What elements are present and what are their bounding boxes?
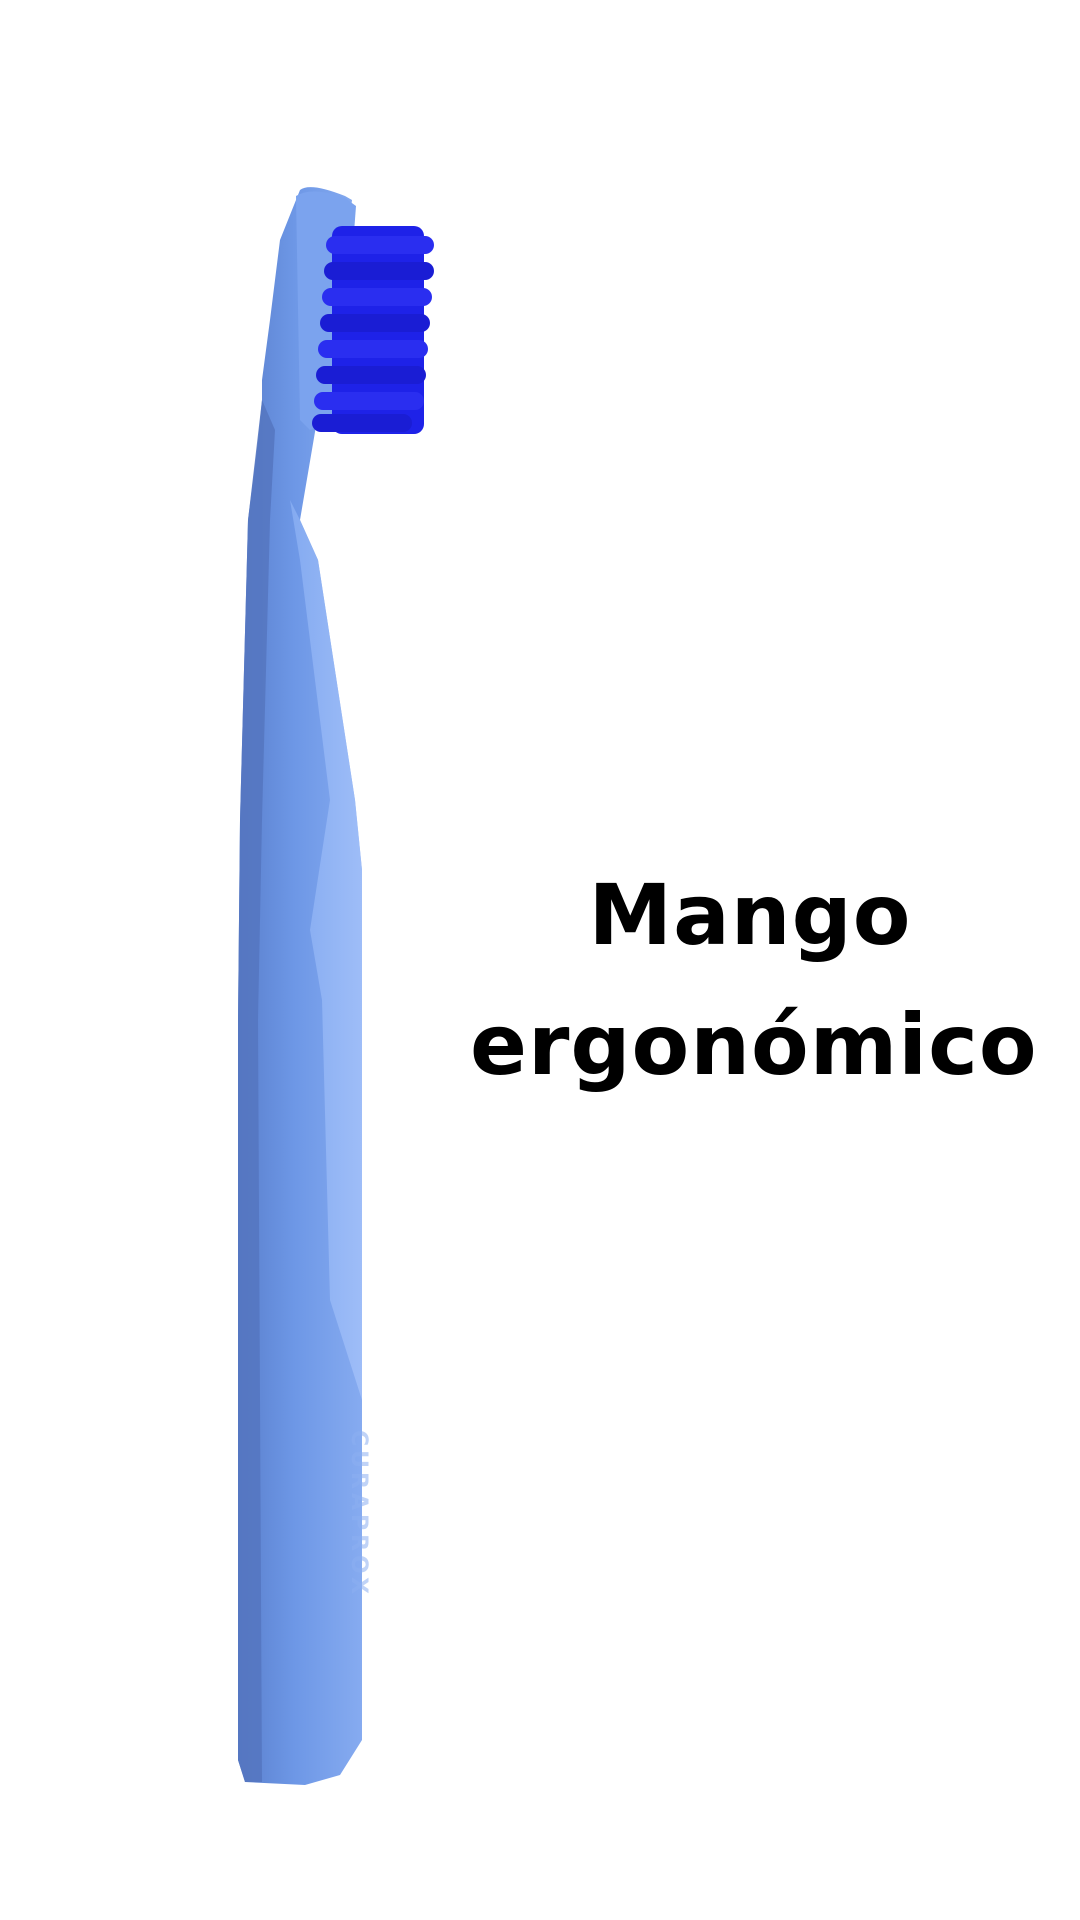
- handle-engraving: CURAPROX: [346, 1430, 371, 1598]
- product-caption: Mango ergonómico: [470, 850, 1038, 1110]
- handle-shadow-edge: [238, 400, 275, 1782]
- caption-line-1: Mango: [588, 866, 912, 964]
- caption-line-2: ergonómico: [470, 996, 1038, 1094]
- toothbrush-handle: [238, 187, 362, 1785]
- svg-text:CURAPROX: CURAPROX: [346, 1430, 371, 1598]
- bristles: [312, 226, 434, 434]
- handle-highlight-facet: [290, 500, 362, 1400]
